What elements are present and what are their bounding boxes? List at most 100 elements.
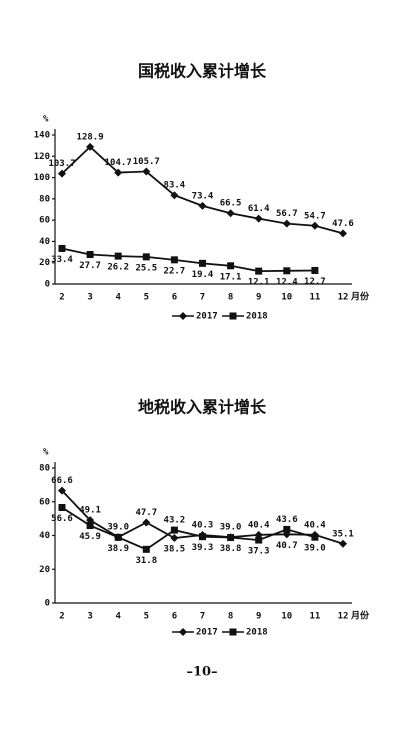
marker [58, 244, 66, 252]
data-label: 26.2 [107, 263, 129, 273]
legend-label: 2017 [196, 628, 218, 638]
marker [282, 219, 291, 228]
marker [58, 486, 66, 495]
marker [179, 628, 187, 636]
data-label: 27.7 [79, 261, 101, 271]
marker [227, 262, 235, 270]
x-tick-label: 12 [338, 612, 349, 622]
data-label: 49.1 [79, 506, 101, 516]
marker [114, 533, 122, 541]
marker [179, 312, 187, 320]
marker [198, 201, 207, 210]
legend-label: 2017 [196, 312, 218, 322]
legend-label: 2018 [246, 312, 268, 322]
x-tick-label: 3 [87, 612, 92, 622]
marker [170, 256, 178, 264]
marker [199, 533, 206, 541]
data-label: 40.4 [248, 520, 270, 530]
x-tick-label: 2 [59, 612, 64, 622]
page-number: –10– [186, 665, 217, 680]
data-label: 40.4 [304, 520, 326, 530]
y-tick-label: 120 [34, 152, 50, 162]
data-label: 105.7 [133, 157, 160, 167]
series-line [61, 247, 315, 273]
marker [227, 534, 235, 542]
data-label: 56.6 [51, 514, 73, 524]
data-label: 17.1 [220, 272, 242, 282]
data-label: 12.7 [304, 277, 326, 287]
data-label: 12.4 [276, 277, 298, 287]
data-label: 73.4 [192, 191, 214, 201]
chart-title: 地税收入累计增长 [138, 398, 267, 417]
data-label: 66.6 [51, 476, 73, 486]
x-tick-label: 5 [144, 612, 149, 622]
marker [310, 221, 319, 230]
x-tick-label: 9 [256, 293, 261, 303]
data-label: 39.3 [192, 543, 214, 553]
y-tick-label: 40 [39, 237, 50, 247]
marker [142, 518, 151, 527]
x-tick-label: 7 [200, 612, 205, 622]
data-label: 22.7 [164, 266, 186, 276]
data-label: 39.0 [220, 523, 242, 533]
data-label: 39.0 [107, 523, 129, 533]
x-tick-label: 2 [59, 293, 64, 303]
y-tick-label: 40 [39, 531, 50, 541]
marker [114, 168, 123, 177]
x-tick-label: 8 [228, 612, 233, 622]
marker [58, 169, 66, 178]
marker [142, 253, 150, 261]
x-tick-label: 7 [200, 293, 205, 303]
data-label: 12.1 [248, 278, 270, 288]
x-tick-label: 4 [115, 612, 121, 622]
marker [170, 534, 179, 543]
marker [339, 229, 347, 238]
data-label: 37.3 [248, 547, 270, 557]
data-label: 103.7 [48, 159, 75, 169]
marker [229, 628, 237, 636]
y-tick-label: 80 [39, 464, 50, 474]
marker [170, 526, 178, 534]
data-label: 40.7 [276, 541, 298, 551]
data-label: 38.9 [107, 544, 129, 554]
y-tick-label: 0 [45, 280, 50, 290]
data-label: 39.0 [304, 544, 326, 554]
marker [229, 312, 237, 320]
data-label: 43.6 [276, 515, 298, 525]
data-label: 56.7 [276, 209, 298, 219]
x-tick-label: 10 [281, 612, 292, 622]
x-tick-label: 11 [309, 612, 320, 622]
data-label: 47.7 [135, 508, 157, 518]
x-tick-label: 3 [87, 293, 92, 303]
marker [255, 536, 263, 544]
marker [86, 142, 95, 151]
marker [283, 267, 291, 275]
data-label: 66.5 [220, 199, 242, 209]
chart-title: 国税收入累计增长 [138, 62, 267, 81]
x-tick-label: 5 [144, 293, 149, 303]
marker [86, 251, 94, 259]
x-tick-label: 12 [338, 293, 349, 303]
x-tick-label: 6 [172, 612, 177, 622]
marker [58, 503, 66, 511]
marker [142, 167, 151, 176]
marker [226, 209, 235, 218]
data-label: 43.2 [164, 516, 186, 526]
x-tick-label: 11 [309, 293, 320, 303]
data-label: 35.1 [332, 529, 354, 539]
marker [255, 267, 263, 275]
y-tick-label: 0 [45, 599, 50, 609]
marker [170, 191, 179, 200]
data-label: 128.9 [77, 132, 104, 142]
data-label: 83.4 [164, 181, 186, 191]
marker [86, 522, 94, 530]
x-axis-label: 月份 [350, 291, 370, 303]
marker [254, 214, 263, 223]
marker [339, 539, 347, 548]
marker [283, 525, 291, 533]
x-tick-label: 8 [228, 293, 233, 303]
y-tick-label: 20 [39, 258, 50, 268]
y-axis-label: % [43, 115, 49, 125]
data-label: 38.8 [220, 544, 242, 554]
